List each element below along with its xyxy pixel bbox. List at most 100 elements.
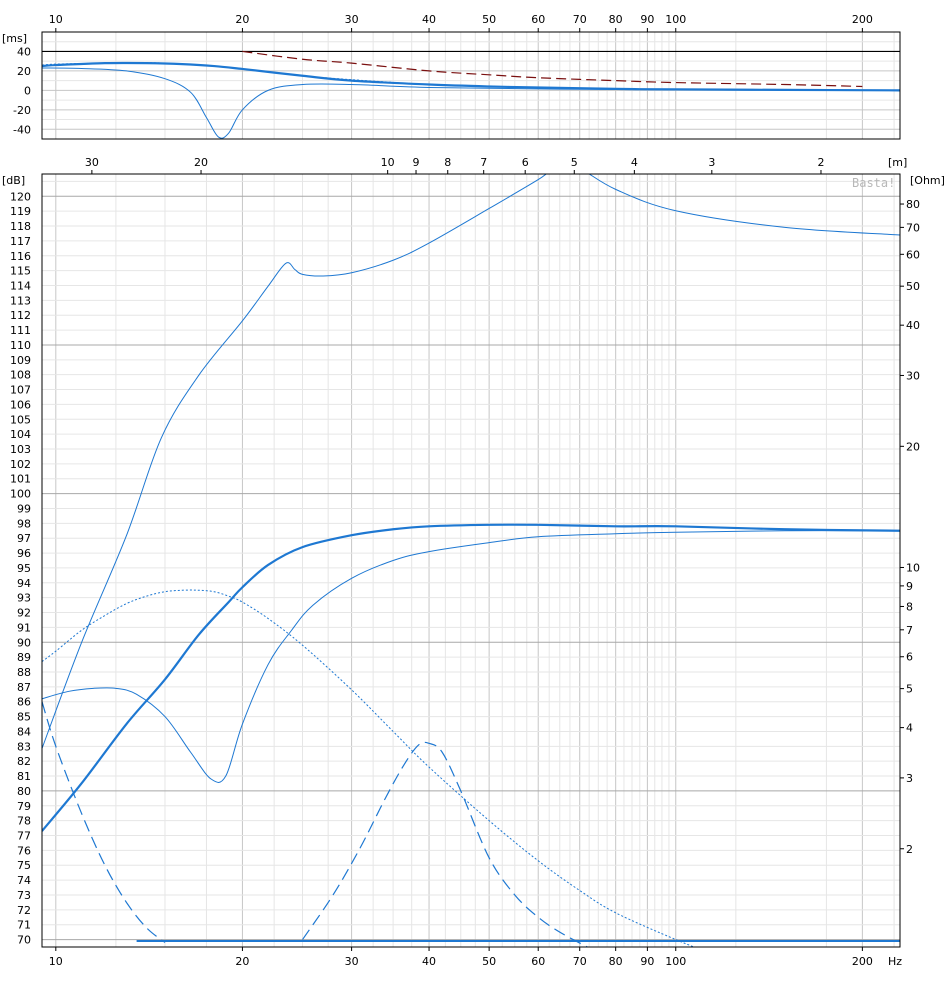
spl-ytick-label: 80: [17, 785, 31, 798]
spl-ytick-label: 97: [17, 532, 31, 545]
spl-ytick-label: 102: [10, 458, 31, 471]
spl-ytick-label: 107: [10, 384, 31, 397]
spl-xtick-label: 10: [49, 955, 63, 968]
gd-xtick-label: 200: [852, 13, 873, 26]
spl-ytick-label: 108: [10, 369, 31, 382]
spl-xlabel: Hz: [888, 955, 902, 968]
gd-xtick-label: 100: [665, 13, 686, 26]
spl-xtick-label: 90: [640, 955, 654, 968]
spl-ytick-label: 115: [10, 265, 31, 278]
wavelength-unit-label: [m]: [888, 156, 907, 169]
spl-ytick-label: 91: [17, 621, 31, 634]
spl-ytick-label: 90: [17, 636, 31, 649]
spl-ytick-label: 84: [17, 725, 31, 738]
spl-ytick-label: 85: [17, 711, 31, 724]
spl-ytick-label: 103: [10, 443, 31, 456]
spl-ytick-label: 116: [10, 250, 31, 263]
spl-xtick-label: 60: [531, 955, 545, 968]
spl-ytick-label: 86: [17, 696, 31, 709]
watermark-text: Basta!: [852, 176, 895, 190]
spl-ytick-label: 93: [17, 592, 31, 605]
spl-ytick-label: 79: [17, 800, 31, 813]
gd-xtick-label: 10: [49, 13, 63, 26]
spl-ylabel: [dB]: [2, 174, 25, 187]
spl-xtick-label: 30: [345, 955, 359, 968]
spl-ytick-label: 73: [17, 889, 31, 902]
gd-frame: [41, 31, 901, 140]
spl-ytick-label: 92: [17, 607, 31, 620]
spl-ytick-label: 77: [17, 830, 31, 843]
spl-ytick-label: 100: [10, 488, 31, 501]
spl-series-0: [42, 523, 900, 832]
spl-xtick-label: 100: [665, 955, 686, 968]
ohm-tick-label: 4: [906, 722, 913, 735]
ohm-tick-label: 8: [906, 600, 913, 613]
spl-ytick-label: 105: [10, 413, 31, 426]
gd-ytick-label: -40: [13, 123, 31, 136]
spl-xtick-label: 200: [852, 955, 873, 968]
spl-ytick-label: 94: [17, 577, 31, 590]
wavelength-tick-label: 5: [571, 156, 578, 169]
spl-ytick-label: 119: [10, 205, 31, 218]
spl-ytick-label: 83: [17, 740, 31, 753]
wavelength-tick-label: 9: [413, 156, 420, 169]
ohm-tick-label: 2: [906, 843, 913, 856]
gd-xtick-label: 40: [422, 13, 436, 26]
gd-xtick-label: 80: [609, 13, 623, 26]
spl-series-2: [42, 589, 696, 947]
spl-ytick-label: 71: [17, 919, 31, 932]
spl-ytick-label: 74: [17, 874, 31, 887]
spl-xtick-label: 80: [609, 955, 623, 968]
spl-ytick-label: 88: [17, 666, 31, 679]
ohm-tick-label: 30: [906, 369, 920, 382]
gd-series-3: [242, 50, 863, 88]
spl-ytick-label: 117: [10, 235, 31, 248]
gd-xtick-label: 50: [482, 13, 496, 26]
spl-ytick-label: 95: [17, 562, 31, 575]
spl-ytick-label: 118: [10, 220, 31, 233]
spl-ytick-label: 87: [17, 681, 31, 694]
wavelength-tick-label: 6: [522, 156, 529, 169]
spl-frame: [41, 173, 901, 948]
ohm-tick-label: 7: [906, 624, 913, 637]
spl-ytick-label: 75: [17, 859, 31, 872]
spl-ytick-label: 89: [17, 651, 31, 664]
spl-ytick-label: 120: [10, 190, 31, 203]
gd-xtick-label: 20: [235, 13, 249, 26]
ohm-tick-label: 50: [906, 280, 920, 293]
spl-ytick-label: 112: [10, 309, 31, 322]
spl-series-4: [302, 741, 588, 947]
wavelength-tick-label: 20: [194, 156, 208, 169]
ohm-axis-label: [Ohm]: [910, 174, 944, 187]
ohm-tick-label: 10: [906, 561, 920, 574]
spl-ytick-label: 111: [10, 324, 31, 337]
spl-ytick-label: 113: [10, 294, 31, 307]
gd-ytick-label: 20: [17, 65, 31, 78]
wavelength-tick-label: 2: [817, 156, 824, 169]
spl-ytick-label: 109: [10, 354, 31, 367]
spl-ytick-label: 96: [17, 547, 31, 560]
spl-ytick-label: 99: [17, 502, 31, 515]
wavelength-tick-label: 4: [631, 156, 638, 169]
spl-ytick-label: 106: [10, 398, 31, 411]
spl-ytick-label: 101: [10, 473, 31, 486]
ohm-tick-label: 3: [906, 772, 913, 785]
wavelength-tick-label: 3: [708, 156, 715, 169]
spl-ytick-label: 76: [17, 844, 31, 857]
gd-series-1: [42, 62, 900, 91]
ohm-tick-label: 6: [906, 651, 913, 664]
spl-ytick-label: 72: [17, 904, 31, 917]
gd-series-2: [42, 67, 900, 139]
spl-series-6: [42, 174, 900, 749]
spl-ytick-label: 114: [10, 279, 31, 292]
ohm-tick-label: 80: [906, 198, 920, 211]
gd-xtick-label: 70: [573, 13, 587, 26]
ohm-tick-label: 70: [906, 221, 920, 234]
ohm-tick-label: 60: [906, 248, 920, 261]
gd-ylabel: [ms]: [2, 32, 27, 45]
wavelength-tick-label: 8: [444, 156, 451, 169]
gd-xtick-label: 60: [531, 13, 545, 26]
ohm-tick-label: 9: [906, 580, 913, 593]
